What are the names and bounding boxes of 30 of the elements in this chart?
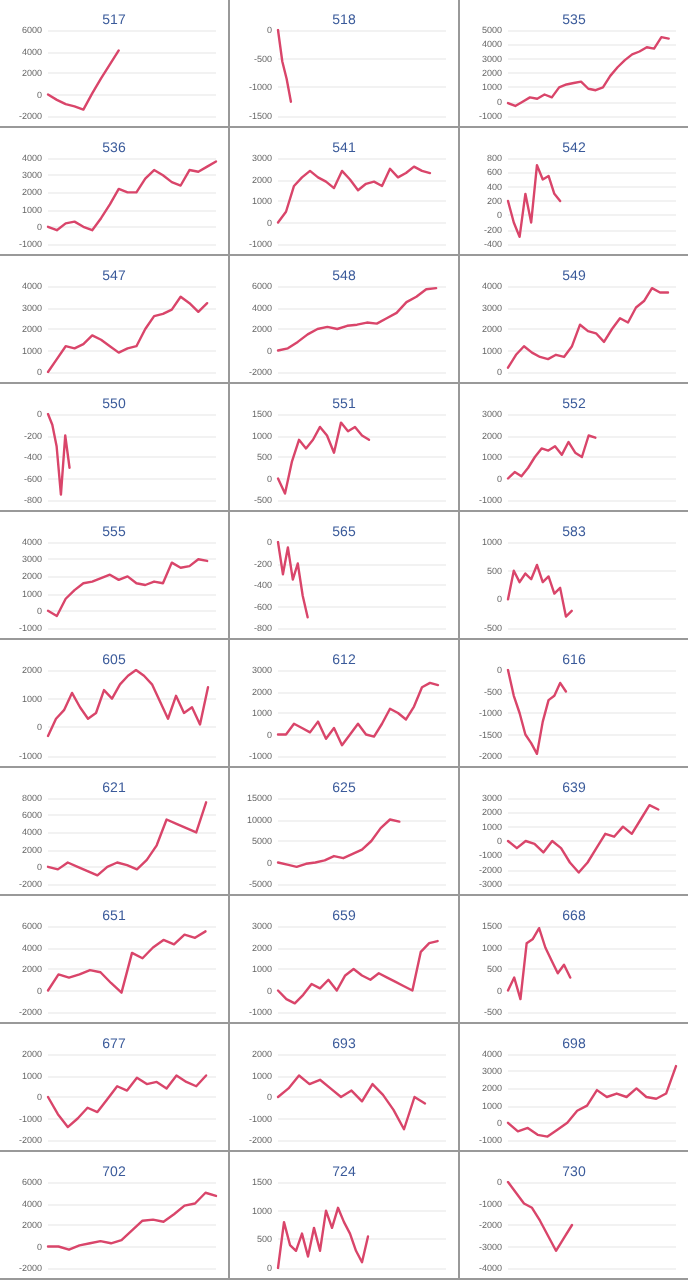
line-series [46, 1191, 218, 1251]
line-series [506, 35, 670, 108]
line-series [506, 926, 572, 1001]
line-series [506, 1064, 678, 1138]
line-series [46, 160, 218, 232]
line-series [276, 681, 440, 747]
line-series [506, 563, 573, 618]
line-series [46, 412, 71, 496]
line-series [46, 1074, 208, 1129]
line-series [506, 434, 597, 480]
line-series [276, 28, 293, 103]
line-series [276, 165, 432, 224]
line-series [506, 803, 660, 874]
line-series [276, 939, 439, 1005]
line-series [276, 1074, 427, 1131]
line-series [506, 163, 562, 239]
line-series [46, 558, 209, 618]
line-series [506, 668, 568, 756]
line-series [46, 930, 207, 994]
line-series [276, 1206, 370, 1270]
line-series [46, 668, 210, 738]
line-series [506, 1180, 574, 1252]
line-series [276, 818, 401, 868]
line-series [276, 286, 438, 352]
line-series [46, 295, 209, 374]
line-series [276, 421, 371, 495]
line-series [506, 286, 670, 369]
line-series [46, 49, 120, 111]
line-series [276, 540, 309, 619]
line-series [46, 801, 208, 877]
